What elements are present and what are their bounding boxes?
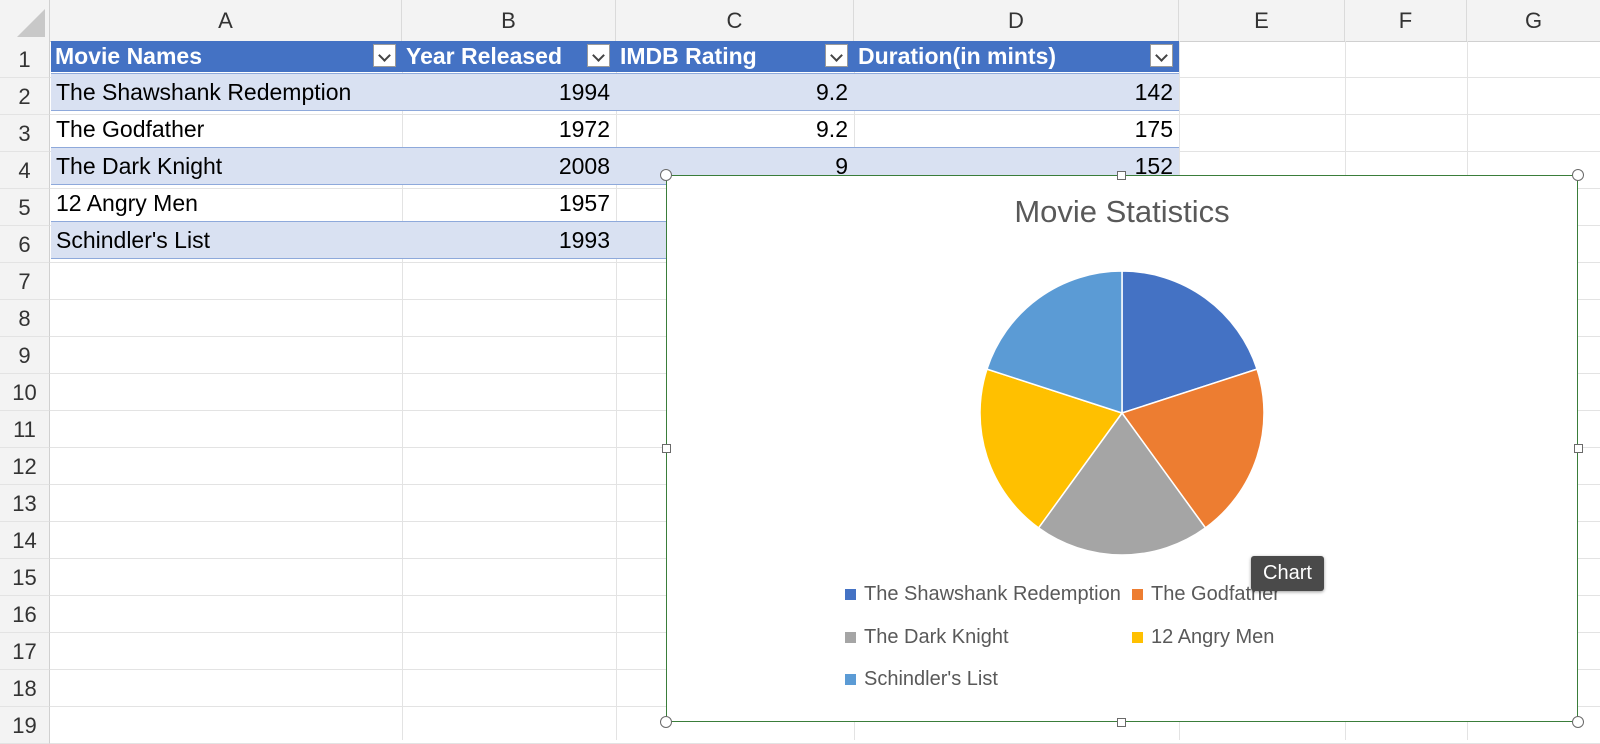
row-header-15[interactable]: 15 [0, 559, 50, 596]
row-header-10[interactable]: 10 [0, 374, 50, 411]
pie-slice-2[interactable] [1120, 368, 1265, 529]
legend-item[interactable]: The Shawshank Redemption [845, 581, 1121, 607]
resize-handle-right[interactable] [1574, 444, 1583, 453]
chart-title[interactable]: Movie Statistics [1014, 194, 1230, 229]
legend-swatch [1132, 589, 1143, 601]
row-header-18[interactable]: 18 [0, 670, 50, 707]
row-header-16[interactable]: 16 [0, 596, 50, 633]
legend-swatch [845, 674, 856, 686]
table-cell-movie[interactable]: The Shawshank Redemption [56, 79, 352, 105]
pie-slice-4[interactable] [979, 368, 1124, 529]
legend-swatch [1132, 632, 1143, 644]
column-header-a[interactable]: A [50, 0, 402, 41]
table-cell-movie[interactable]: 12 Angry Men [56, 190, 198, 216]
header-duration[interactable]: Duration(in mints) [858, 43, 1057, 69]
row-header-17[interactable]: 17 [0, 633, 50, 670]
table-cell-movie[interactable]: Schindler's List [56, 227, 210, 253]
pie-chart[interactable]: Movie Statistics The Shawshank Redemptio… [666, 175, 1578, 722]
resize-handle-bottom-left[interactable] [660, 716, 672, 728]
legend-label: The Shawshank Redemption [864, 583, 1121, 605]
resize-handle-top-left[interactable] [660, 169, 672, 181]
row-header-8[interactable]: 8 [0, 300, 50, 337]
legend-item[interactable]: The Godfather [1132, 581, 1280, 607]
row-header-9[interactable]: 9 [0, 337, 50, 374]
legend-label: The Dark Knight [864, 626, 1009, 648]
grid-line [50, 114, 1600, 115]
legend-swatch [845, 632, 856, 644]
legend-label: The Godfather [1151, 583, 1280, 605]
column-header-d[interactable]: D [854, 0, 1179, 41]
resize-handle-bottom[interactable] [1117, 718, 1126, 727]
header-year-released[interactable]: Year Released [406, 43, 563, 69]
table-cell-year[interactable]: 1957 [558, 190, 610, 216]
table-cell-movie[interactable]: The Godfather [56, 116, 205, 142]
row-header-13[interactable]: 13 [0, 485, 50, 522]
chevron-down-icon[interactable] [373, 44, 396, 67]
legend-label: Schindler's List [864, 668, 998, 690]
pie-slice-5[interactable] [986, 270, 1123, 415]
resize-handle-bottom-right[interactable] [1572, 716, 1584, 728]
row-header-19[interactable]: 19 [0, 707, 50, 744]
table-header-row: Movie Names Year Released IMDB Rating Du… [51, 41, 1179, 72]
table-cell-year[interactable]: 1994 [558, 79, 610, 105]
grid-line [402, 41, 403, 740]
row-header-3[interactable]: 3 [0, 115, 50, 152]
legend-item[interactable]: Schindler's List [845, 666, 998, 692]
row-header-2[interactable]: 2 [0, 78, 50, 115]
table-border [51, 258, 1179, 259]
pie-slice-3[interactable] [1037, 411, 1207, 556]
table-border [51, 221, 1179, 222]
row-header-6[interactable]: 6 [0, 226, 50, 263]
table-border [51, 147, 1179, 148]
legend-item[interactable]: 12 Angry Men [1132, 624, 1274, 650]
table-cell-movie[interactable]: The Dark Knight [56, 153, 223, 179]
table-cell-duration[interactable]: 152 [1134, 153, 1173, 179]
row-header-5[interactable]: 5 [0, 189, 50, 226]
legend-item[interactable]: The Dark Knight [845, 624, 1009, 650]
select-all-triangle-icon [17, 9, 45, 37]
resize-handle-left[interactable] [662, 444, 671, 453]
row-header-4[interactable]: 4 [0, 152, 50, 189]
resize-handle-top[interactable] [1117, 171, 1126, 180]
resize-handle-top-right[interactable] [1572, 169, 1584, 181]
pie-slice-1[interactable] [1121, 270, 1258, 415]
column-header-g[interactable]: G [1524, 8, 1543, 33]
header-movie-names[interactable]: Movie Names [55, 43, 203, 69]
table-cell-rating[interactable]: 9.2 [816, 79, 848, 105]
table-border [51, 73, 1179, 74]
table-cell-duration[interactable]: 175 [1134, 116, 1173, 142]
grid-line [616, 41, 617, 740]
chart-tooltip: Chart [1251, 556, 1324, 591]
column-header-e[interactable]: E [1179, 0, 1345, 41]
table-cell-year[interactable]: 1993 [558, 227, 610, 253]
row-header-12[interactable]: 12 [0, 448, 50, 485]
table-border [51, 110, 1179, 111]
table-cell-rating[interactable]: 9.2 [816, 116, 848, 142]
chevron-down-icon[interactable] [587, 44, 610, 67]
pie-plot-area[interactable] [977, 268, 1267, 558]
table-cell-year[interactable]: 1972 [558, 116, 610, 142]
table-cell-duration[interactable]: 142 [1134, 79, 1173, 105]
table-band-row [51, 74, 1179, 110]
legend-label: 12 Angry Men [1151, 626, 1275, 648]
column-header-f[interactable]: F [1345, 0, 1467, 41]
row-header-14[interactable]: 14 [0, 522, 50, 559]
chevron-down-icon[interactable] [1150, 44, 1173, 67]
row-header-1[interactable]: 1 [0, 41, 50, 78]
chevron-down-icon[interactable] [825, 44, 848, 67]
legend-swatch [845, 589, 856, 601]
table-border [51, 184, 1179, 185]
header-imdb-rating[interactable]: IMDB Rating [620, 43, 757, 69]
select-all-corner[interactable] [0, 0, 50, 41]
column-header-b[interactable]: B [402, 0, 616, 41]
row-header-11[interactable]: 11 [0, 411, 50, 448]
table-cell-rating[interactable]: 9 [835, 153, 848, 179]
row-header-7[interactable]: 7 [0, 263, 50, 300]
column-header-c[interactable]: C [616, 0, 854, 41]
table-cell-year[interactable]: 2008 [558, 153, 610, 179]
